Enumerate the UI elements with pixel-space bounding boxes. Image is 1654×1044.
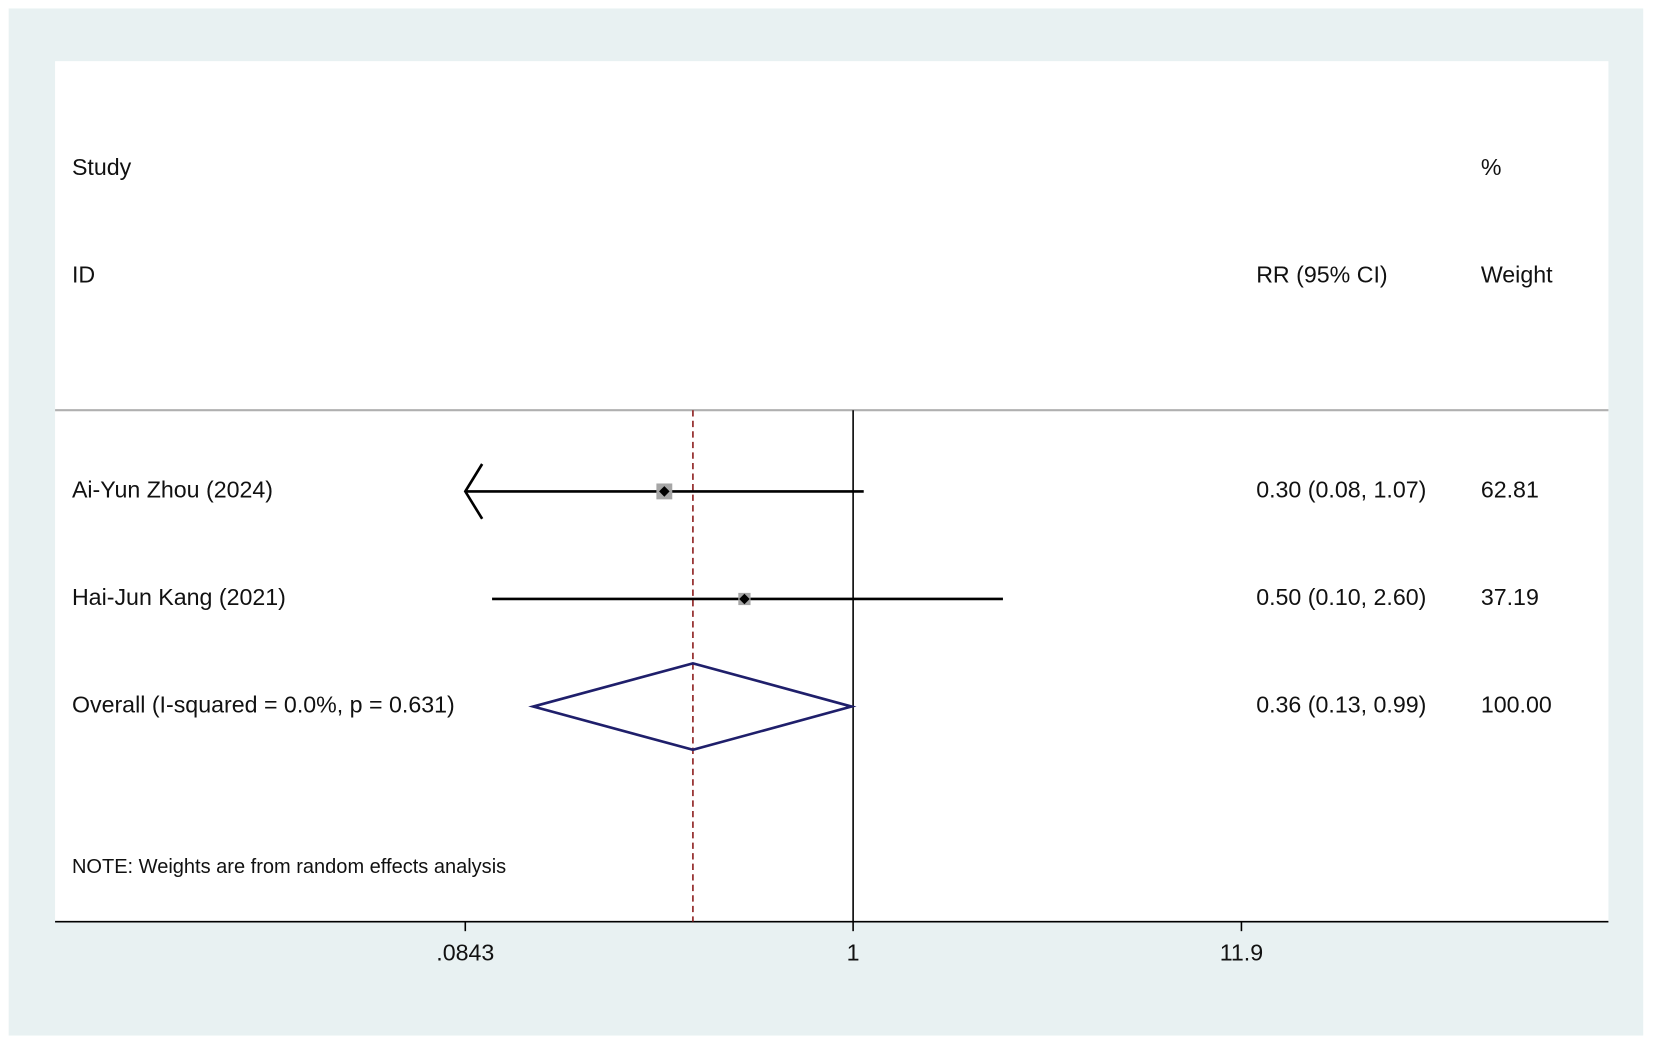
overall-diamond xyxy=(528,661,857,752)
overall-weight-label: 100.00 xyxy=(1481,692,1552,718)
overall-estimate-label: 0.36 (0.13, 0.99) xyxy=(1256,692,1426,718)
x-tick-label: .0843 xyxy=(436,939,494,965)
x-tick-label: 11.9 xyxy=(1220,939,1263,965)
column-header: Weight xyxy=(1481,261,1553,287)
study-label: Hai-Jun Kang (2021) xyxy=(72,584,286,610)
estimate-label: 0.50 (0.10, 2.60) xyxy=(1256,584,1426,610)
x-tick-label: 1 xyxy=(847,939,860,965)
ci-arrow xyxy=(463,463,484,520)
weight-label: 37.19 xyxy=(1481,584,1539,610)
estimate-label: 0.30 (0.08, 1.07) xyxy=(1256,477,1426,503)
weight-label: 62.81 xyxy=(1481,477,1539,503)
column-header: RR (95% CI) xyxy=(1256,261,1387,287)
study-label: Ai-Yun Zhou (2024) xyxy=(72,477,273,503)
point-estimate xyxy=(739,593,750,605)
column-header: ID xyxy=(72,261,95,287)
note: NOTE: Weights are from random effects an… xyxy=(72,856,506,878)
overall-label: Overall (I-squared = 0.0%, p = 0.631) xyxy=(72,692,455,718)
column-header: % xyxy=(1481,154,1502,180)
column-header: Study xyxy=(72,154,132,180)
